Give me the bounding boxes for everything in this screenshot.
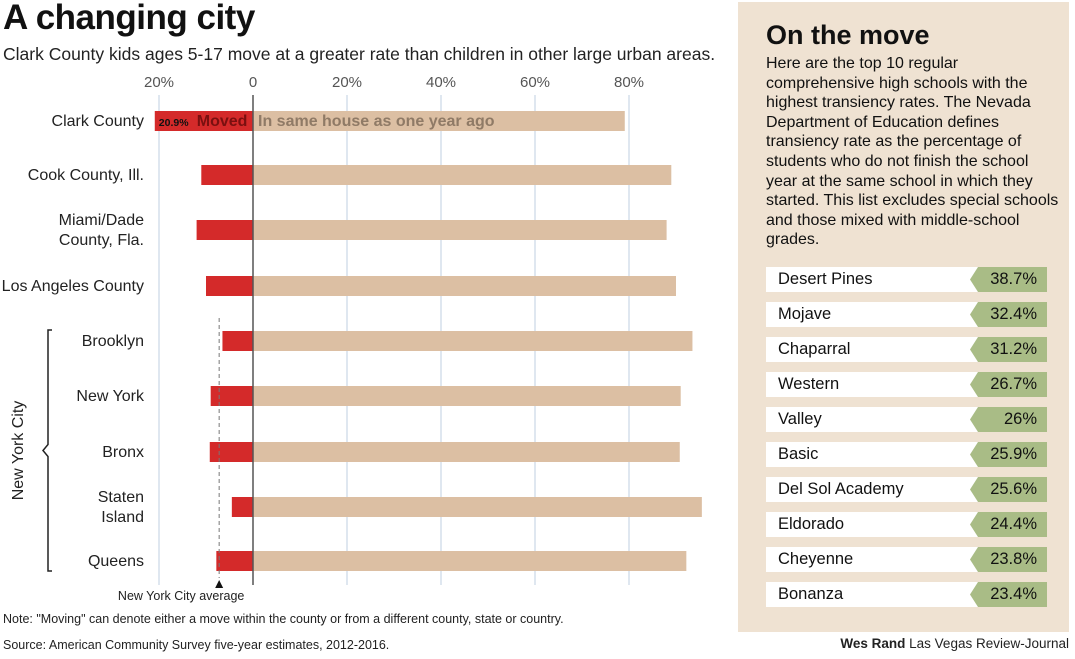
school-rate: 38.7% bbox=[970, 267, 1047, 292]
bar-moved bbox=[222, 331, 253, 351]
school-rate: 32.4% bbox=[970, 302, 1047, 327]
school-rate: 31.2% bbox=[970, 337, 1047, 362]
data-label-same-house: In same house as one year ago bbox=[258, 113, 495, 130]
category-label: Queens bbox=[88, 553, 144, 570]
category-label: Clark County bbox=[52, 113, 144, 130]
credit: Wes Rand Las Vegas Review-Journal bbox=[840, 636, 1069, 651]
reference-label: New York City average bbox=[118, 589, 245, 603]
bar-moved bbox=[209, 442, 253, 462]
school-name: Chaparral bbox=[778, 340, 851, 358]
school-name: Western bbox=[778, 375, 840, 393]
school-name: Valley bbox=[778, 410, 822, 428]
panel-title: On the move bbox=[766, 20, 930, 50]
school-row: Del Sol Academy 25.6% bbox=[766, 477, 1047, 502]
chart-subtitle: Clark County kids ages 5-17 move at a gr… bbox=[3, 44, 716, 64]
bar-same-house bbox=[253, 111, 625, 131]
bar-moved bbox=[154, 111, 253, 131]
school-name: Mojave bbox=[778, 305, 832, 323]
school-rate: 26% bbox=[970, 407, 1047, 432]
school-name: Eldorado bbox=[778, 515, 845, 533]
bar-same-house bbox=[253, 497, 702, 517]
bar-same-house bbox=[253, 442, 680, 462]
school-name: Bonanza bbox=[778, 585, 844, 603]
category-label: Los Angeles County bbox=[2, 278, 144, 295]
category-label: Miami/Dade bbox=[59, 212, 144, 229]
school-row: Desert Pines 38.7% bbox=[766, 267, 1047, 292]
school-row: Mojave 32.4% bbox=[766, 302, 1047, 327]
credit-author: Wes Rand bbox=[840, 636, 906, 651]
bar-same-house bbox=[253, 386, 681, 406]
bar-chart: 20% 0 20% 40% 60% 80% Clark County Cook County,… bbox=[2, 74, 702, 603]
data-label-moved: Moved bbox=[197, 113, 248, 130]
data-label-moved-value: 20.9% bbox=[159, 117, 189, 129]
category-label: County, Fla. bbox=[59, 232, 144, 249]
bar-moved bbox=[216, 551, 253, 571]
school-rate: 26.7% bbox=[970, 372, 1047, 397]
panel-intro: Here are the top 10 regular comprehensiv… bbox=[766, 55, 1059, 249]
school-row: Western 26.7% bbox=[766, 372, 1047, 397]
school-name: Desert Pines bbox=[778, 270, 873, 288]
category-label: Cook County, Ill. bbox=[28, 167, 144, 184]
school-name: Basic bbox=[778, 445, 819, 463]
x-tick-label: 20% bbox=[332, 74, 362, 91]
bar-moved bbox=[231, 497, 253, 517]
category-label: Brooklyn bbox=[82, 333, 144, 350]
bar-moved bbox=[196, 220, 253, 240]
credit-publication: Las Vegas Review-Journal bbox=[909, 636, 1069, 651]
bar-same-house bbox=[253, 276, 676, 296]
school-name: Del Sol Academy bbox=[778, 480, 904, 498]
reference-marker bbox=[215, 580, 224, 588]
chart-title: A changing city bbox=[3, 0, 255, 37]
school-rate: 25.9% bbox=[970, 442, 1047, 467]
bar-same-house bbox=[253, 165, 672, 185]
bar-moved bbox=[210, 386, 253, 406]
category-label: Staten bbox=[98, 489, 144, 506]
school-row: Basic 25.9% bbox=[766, 442, 1047, 467]
bar-same-house bbox=[253, 551, 687, 571]
category-label: New York bbox=[76, 388, 145, 405]
x-tick-label: 20% bbox=[144, 74, 174, 91]
school-row: Cheyenne 23.8% bbox=[766, 547, 1047, 572]
chart-source: Source: American Community Survey five-y… bbox=[3, 638, 390, 652]
group-label: New York City bbox=[10, 401, 27, 501]
school-rate: 24.4% bbox=[970, 512, 1047, 537]
schools-panel: On the move Here are the top 10 regular … bbox=[738, 2, 1069, 632]
category-label: Bronx bbox=[102, 444, 144, 461]
x-tick-label: 40% bbox=[426, 74, 456, 91]
chart-note: Note: "Moving" can denote either a move … bbox=[3, 612, 564, 626]
school-rate: 23.8% bbox=[970, 547, 1047, 572]
bar-moved bbox=[206, 276, 253, 296]
group-bracket bbox=[42, 329, 52, 572]
school-row: Valley 26% bbox=[766, 407, 1047, 432]
bar-moved bbox=[201, 165, 253, 185]
school-rate: 23.4% bbox=[970, 582, 1047, 607]
school-row: Eldorado 24.4% bbox=[766, 512, 1047, 537]
x-tick-label: 60% bbox=[520, 74, 550, 91]
bar-same-house bbox=[253, 331, 693, 351]
category-label: Island bbox=[101, 509, 144, 526]
school-rate: 25.6% bbox=[970, 477, 1047, 502]
school-name: Cheyenne bbox=[778, 550, 854, 568]
school-row: Bonanza 23.4% bbox=[766, 582, 1047, 607]
bar-same-house bbox=[253, 220, 667, 240]
x-tick-label: 0 bbox=[249, 74, 257, 91]
school-row: Chaparral 31.2% bbox=[766, 337, 1047, 362]
school-list: Desert Pines 38.7% Mojave 32.4% Chaparral 31.… bbox=[766, 267, 1047, 617]
x-tick-label: 80% bbox=[614, 74, 644, 91]
